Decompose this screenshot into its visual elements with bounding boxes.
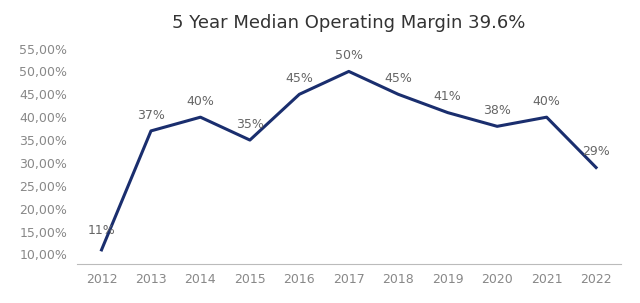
Text: 50%: 50%: [335, 49, 363, 62]
Text: 37%: 37%: [137, 109, 165, 122]
Text: 40%: 40%: [186, 95, 214, 108]
Text: 11%: 11%: [88, 224, 115, 237]
Text: 45%: 45%: [285, 72, 314, 85]
Title: 5 Year Median Operating Margin 39.6%: 5 Year Median Operating Margin 39.6%: [172, 14, 525, 32]
Text: 45%: 45%: [384, 72, 412, 85]
Text: 38%: 38%: [483, 104, 511, 117]
Text: 35%: 35%: [236, 118, 264, 131]
Text: 29%: 29%: [582, 145, 610, 158]
Text: 41%: 41%: [434, 91, 461, 103]
Text: 40%: 40%: [532, 95, 561, 108]
